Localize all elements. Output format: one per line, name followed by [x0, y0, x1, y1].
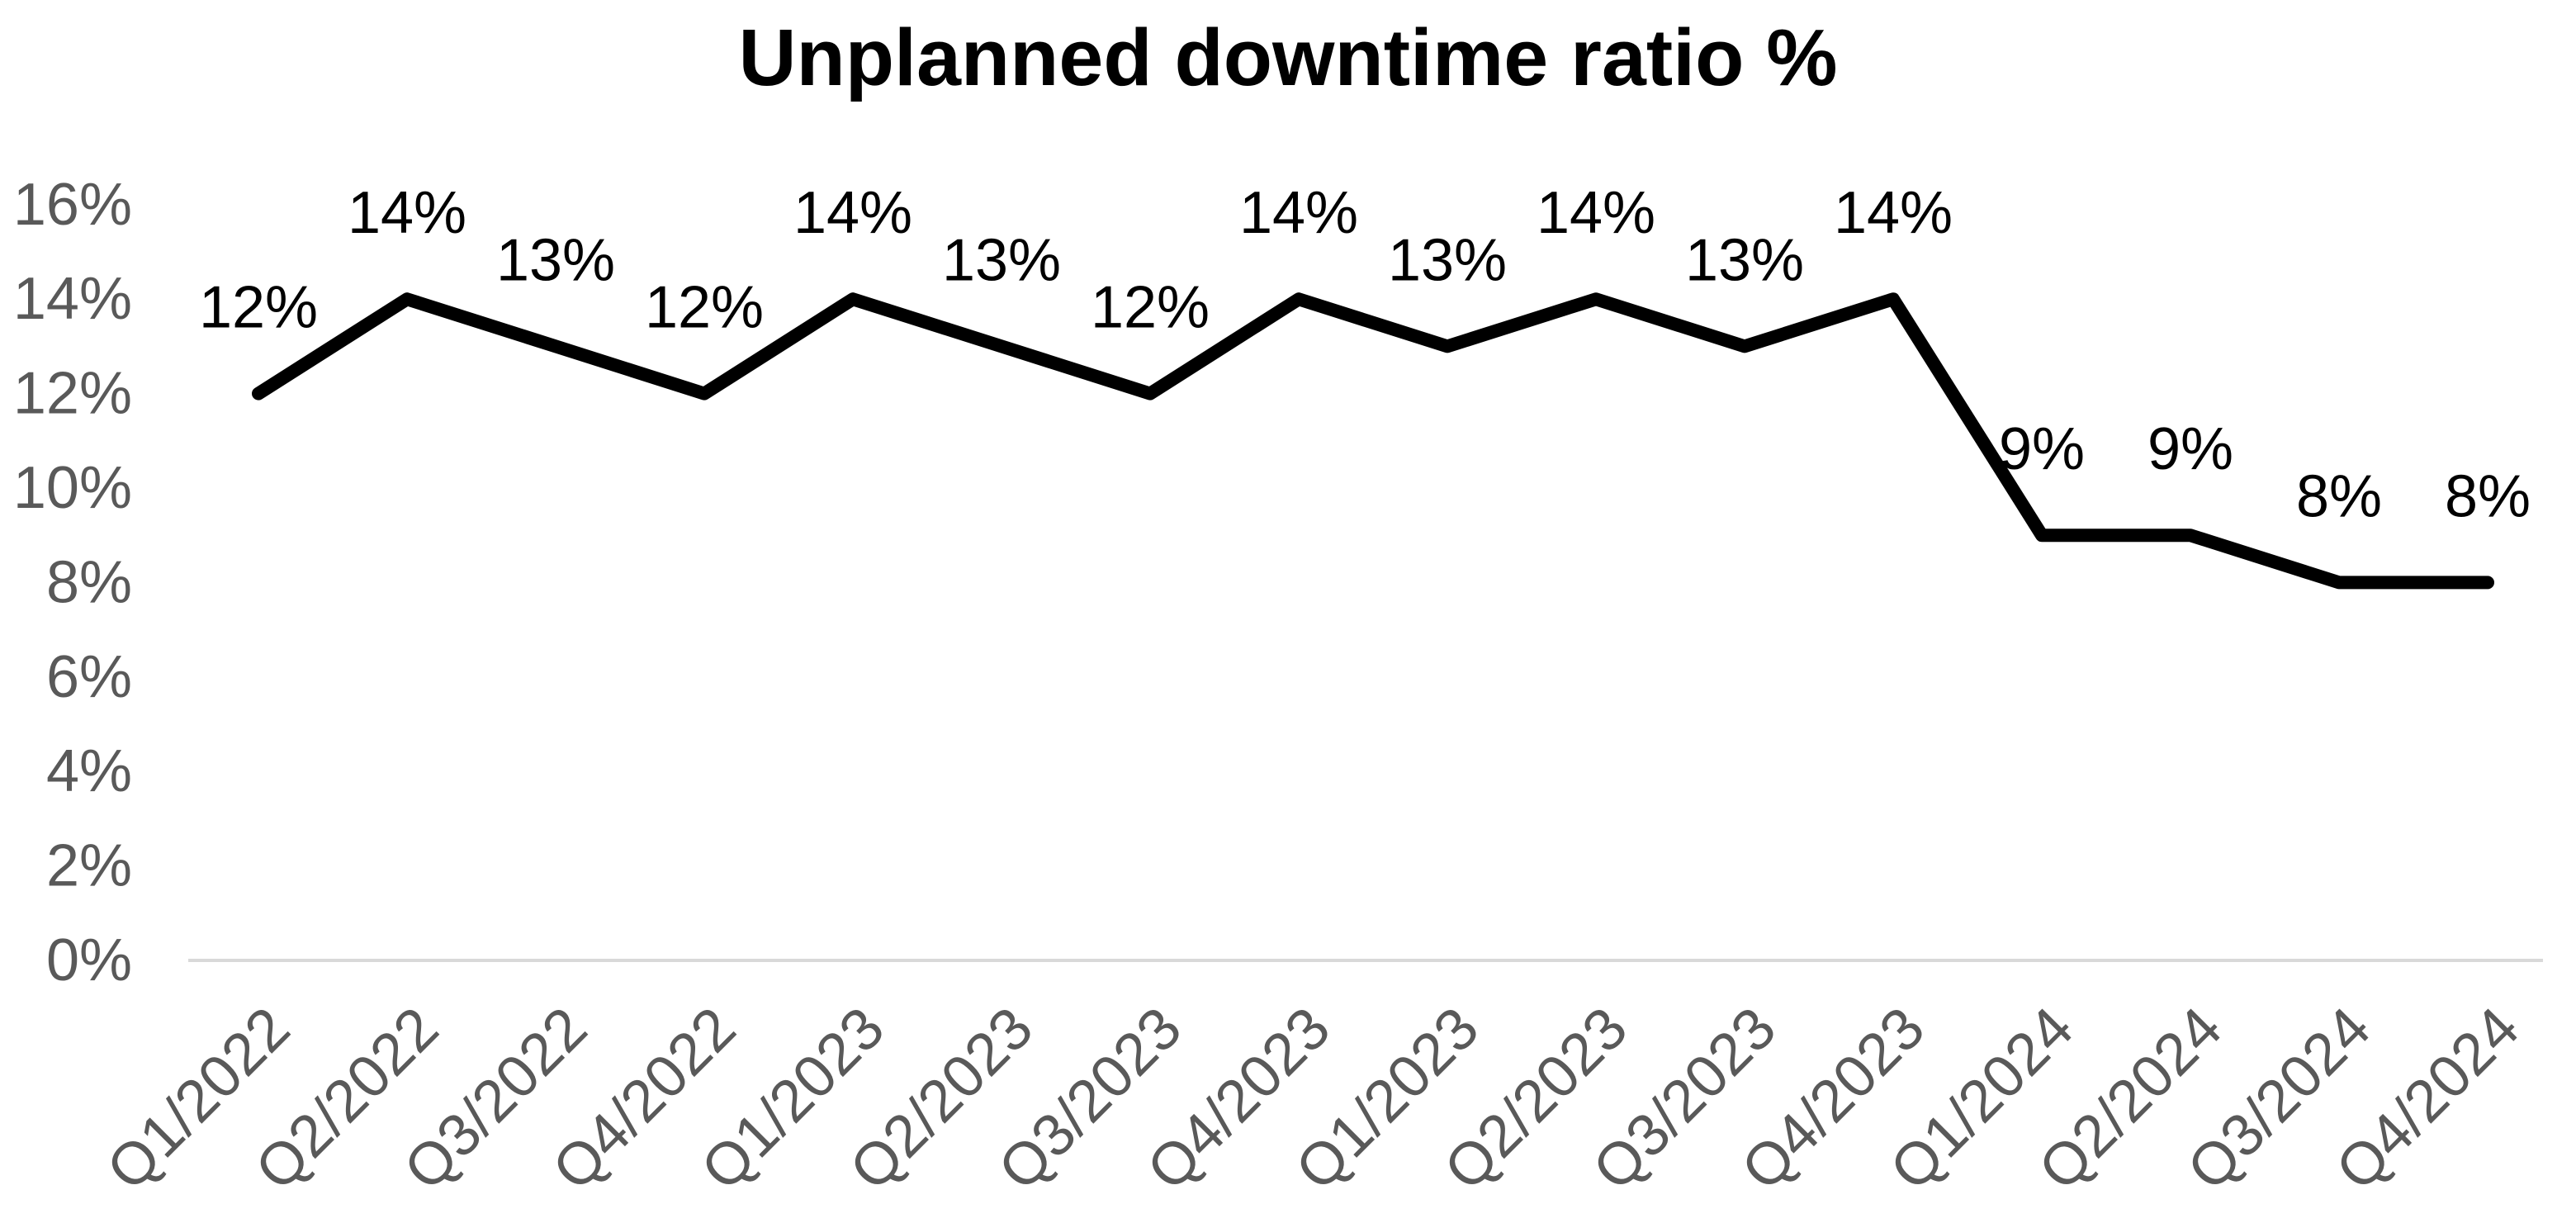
y-axis-tick-label: 0% — [46, 927, 132, 993]
y-axis-tick-label: 10% — [13, 455, 132, 521]
data-label: 12% — [199, 275, 318, 341]
data-label: 9% — [2147, 416, 2233, 482]
data-label: 9% — [1999, 416, 2085, 482]
data-label: 8% — [2296, 463, 2382, 529]
y-axis-tick-label: 16% — [13, 172, 132, 238]
data-label: 13% — [942, 227, 1061, 293]
y-axis-tick-label: 12% — [13, 361, 132, 427]
data-label: 12% — [645, 275, 764, 341]
data-label: 14% — [1239, 180, 1358, 246]
data-label: 8% — [2445, 463, 2531, 529]
y-axis-tick-label: 4% — [46, 738, 132, 804]
data-label: 13% — [496, 227, 615, 293]
y-axis-tick-label: 6% — [46, 644, 132, 710]
y-axis-tick-label: 8% — [46, 549, 132, 615]
series-line — [252, 292, 2494, 590]
y-axis-tick-label: 2% — [46, 833, 132, 899]
data-label: 14% — [793, 180, 912, 246]
y-axis-tick-label: 14% — [13, 266, 132, 332]
data-label: 14% — [348, 180, 466, 246]
data-label: 12% — [1091, 275, 1210, 341]
data-label: 14% — [1537, 180, 1655, 246]
chart-title: Unplanned downtime ratio % — [738, 12, 1838, 102]
data-label: 13% — [1388, 227, 1507, 293]
data-label: 14% — [1834, 180, 1953, 246]
data-label: 13% — [1685, 227, 1804, 293]
